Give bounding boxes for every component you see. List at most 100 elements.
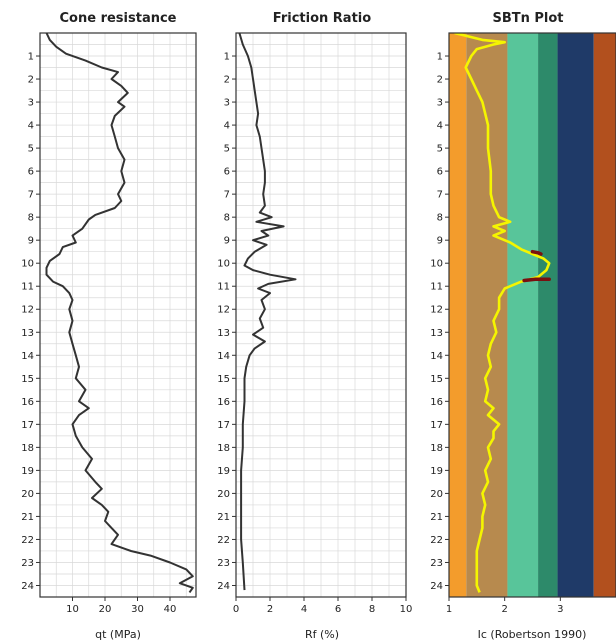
sbtn-plot-xlabel: Ic (Robertson 1990) <box>478 628 587 641</box>
sbtn-plot-xtick-label-3: 3 <box>557 604 563 615</box>
sbtn-plot-ytick-label-12: 12 <box>430 305 443 316</box>
friction-ratio-ytick-label-20: 20 <box>217 489 230 500</box>
friction-ratio-ytick-label-16: 16 <box>217 397 230 408</box>
sbtn-plot-ytick-label-21: 21 <box>430 512 443 523</box>
friction-ratio-ytick-label-24: 24 <box>217 581 230 592</box>
sbtn-plot-ytick-label-5: 5 <box>437 144 443 155</box>
sbtn-plot-plot-frame <box>448 32 616 598</box>
friction-ratio-plot-frame <box>235 32 407 598</box>
cone-resistance-ytick-label-18: 18 <box>21 443 34 454</box>
sbtn-plot-ytick-label-4: 4 <box>437 121 443 132</box>
friction-ratio-ytick-label-22: 22 <box>217 535 230 546</box>
friction-ratio-ytick-label-6: 6 <box>224 167 230 178</box>
friction-ratio-series-line-1 <box>238 33 297 591</box>
panel-cone-resistance: Cone resistance qt (MPa) 123456789101112… <box>21 11 197 641</box>
cone-resistance-ytick-label-17: 17 <box>21 420 34 431</box>
friction-ratio-ytick-label-3: 3 <box>224 98 230 109</box>
friction-ratio-ytick-label-4: 4 <box>224 121 230 132</box>
sbtn-plot-ytick-label-13: 13 <box>430 328 443 339</box>
cone-resistance-ytick-label-3: 3 <box>28 98 34 109</box>
cone-resistance-ytick-label-7: 7 <box>28 190 34 201</box>
cone-resistance-plot-frame <box>39 32 197 598</box>
cone-resistance-ytick-label-10: 10 <box>21 259 34 270</box>
cone-resistance-ytick-label-13: 13 <box>21 328 34 339</box>
sbtn-plot-ytick-label-17: 17 <box>430 420 443 431</box>
cone-resistance-series-line-1 <box>45 33 194 593</box>
sbtn-plot-ytick-label-16: 16 <box>430 397 443 408</box>
friction-ratio-xtick-label-8: 8 <box>369 604 375 615</box>
friction-ratio-ytick-label-10: 10 <box>217 259 230 270</box>
sbtn-plot-ytick-label-23: 23 <box>430 558 443 569</box>
cone-resistance-xtick-label-20: 20 <box>99 604 112 615</box>
sbtn-plot-ytick-label-19: 19 <box>430 466 443 477</box>
cone-resistance-ytick-label-11: 11 <box>21 282 34 293</box>
sbtn-plot-highlight-segment-2 <box>522 277 551 283</box>
cone-resistance-xlabel: qt (MPa) <box>95 628 141 641</box>
cone-resistance-ytick-label-21: 21 <box>21 512 34 523</box>
sbtn-plot-ytick-label-14: 14 <box>430 351 443 362</box>
cone-resistance-ytick-label-8: 8 <box>28 213 34 224</box>
sbtn-plot-ytick-label-1: 1 <box>437 52 443 63</box>
friction-ratio-ytick-label-1: 1 <box>224 52 230 63</box>
sbtn-plot-ytick-label-6: 6 <box>437 167 443 178</box>
friction-ratio-ytick-label-23: 23 <box>217 558 230 569</box>
sbtn-plot-title: SBTn Plot <box>492 11 563 26</box>
cone-resistance-xtick-label-30: 30 <box>131 604 144 615</box>
cone-resistance-ytick-label-14: 14 <box>21 351 34 362</box>
friction-ratio-xtick-label-4: 4 <box>301 604 307 615</box>
panel-friction-ratio: Friction Ratio Rf (%) 123456789101112131… <box>217 11 412 641</box>
friction-ratio-xtick-label-10: 10 <box>400 604 413 615</box>
sbtn-plot-zone-4 <box>538 33 558 597</box>
sbtn-plot-ytick-label-15: 15 <box>430 374 443 385</box>
cone-resistance-ytick-label-6: 6 <box>28 167 34 178</box>
cone-resistance-xtick-label-40: 40 <box>164 604 177 615</box>
sbtn-plot-ytick-label-24: 24 <box>430 581 443 592</box>
sbtn-plot-ytick-label-2: 2 <box>437 75 443 86</box>
sbtn-plot-highlight-segment-1 <box>530 249 543 256</box>
cone-resistance-ytick-label-1: 1 <box>28 52 34 63</box>
panel-sbtn-plot: SBTn Plot Ic (Robertson 1990) 1234567891… <box>430 11 616 641</box>
friction-ratio-ytick-label-21: 21 <box>217 512 230 523</box>
friction-ratio-xtick-label-0: 0 <box>233 604 239 615</box>
friction-ratio-xtick-label-2: 2 <box>267 604 273 615</box>
cone-resistance-ytick-label-15: 15 <box>21 374 34 385</box>
cone-resistance-ytick-label-22: 22 <box>21 535 34 546</box>
friction-ratio-ytick-label-17: 17 <box>217 420 230 431</box>
cone-resistance-xtick-label-10: 10 <box>66 604 79 615</box>
sbtn-plot-xtick-label-1: 1 <box>446 604 452 615</box>
friction-ratio-title: Friction Ratio <box>273 11 371 26</box>
sbtn-plot-ytick-label-7: 7 <box>437 190 443 201</box>
sbtn-plot-ytick-label-11: 11 <box>430 282 443 293</box>
friction-ratio-ytick-label-12: 12 <box>217 305 230 316</box>
friction-ratio-xlabel: Rf (%) <box>305 628 339 641</box>
cone-resistance-ytick-label-9: 9 <box>28 236 34 247</box>
sbtn-plot-ytick-label-22: 22 <box>430 535 443 546</box>
friction-ratio-ytick-label-18: 18 <box>217 443 230 454</box>
friction-ratio-ytick-label-8: 8 <box>224 213 230 224</box>
sbtn-plot-zone-6 <box>593 33 616 597</box>
cone-resistance-ytick-label-20: 20 <box>21 489 34 500</box>
sbtn-plot-xtick-label-2: 2 <box>501 604 507 615</box>
sbtn-plot-ytick-label-18: 18 <box>430 443 443 454</box>
sbtn-plot-ytick-label-3: 3 <box>437 98 443 109</box>
friction-ratio-ytick-label-19: 19 <box>217 466 230 477</box>
cone-resistance-ytick-label-12: 12 <box>21 305 34 316</box>
sbtn-plot-zone-3 <box>507 33 539 597</box>
cone-resistance-ytick-label-24: 24 <box>21 581 34 592</box>
cone-resistance-title: Cone resistance <box>60 11 177 26</box>
cone-resistance-ytick-label-23: 23 <box>21 558 34 569</box>
cone-resistance-ytick-label-5: 5 <box>28 144 34 155</box>
friction-ratio-ytick-label-2: 2 <box>224 75 230 86</box>
friction-ratio-xtick-label-6: 6 <box>335 604 341 615</box>
sbtn-plot-ytick-label-8: 8 <box>437 213 443 224</box>
cone-resistance-ytick-label-2: 2 <box>28 75 34 86</box>
sbtn-plot-ytick-label-10: 10 <box>430 259 443 270</box>
friction-ratio-ytick-label-11: 11 <box>217 282 230 293</box>
cone-resistance-ytick-label-19: 19 <box>21 466 34 477</box>
sbtn-plot-ytick-label-9: 9 <box>437 236 443 247</box>
cone-resistance-ytick-label-4: 4 <box>28 121 34 132</box>
sbtn-plot-zone-1 <box>449 33 467 597</box>
friction-ratio-ytick-label-13: 13 <box>217 328 230 339</box>
friction-ratio-ytick-label-9: 9 <box>224 236 230 247</box>
